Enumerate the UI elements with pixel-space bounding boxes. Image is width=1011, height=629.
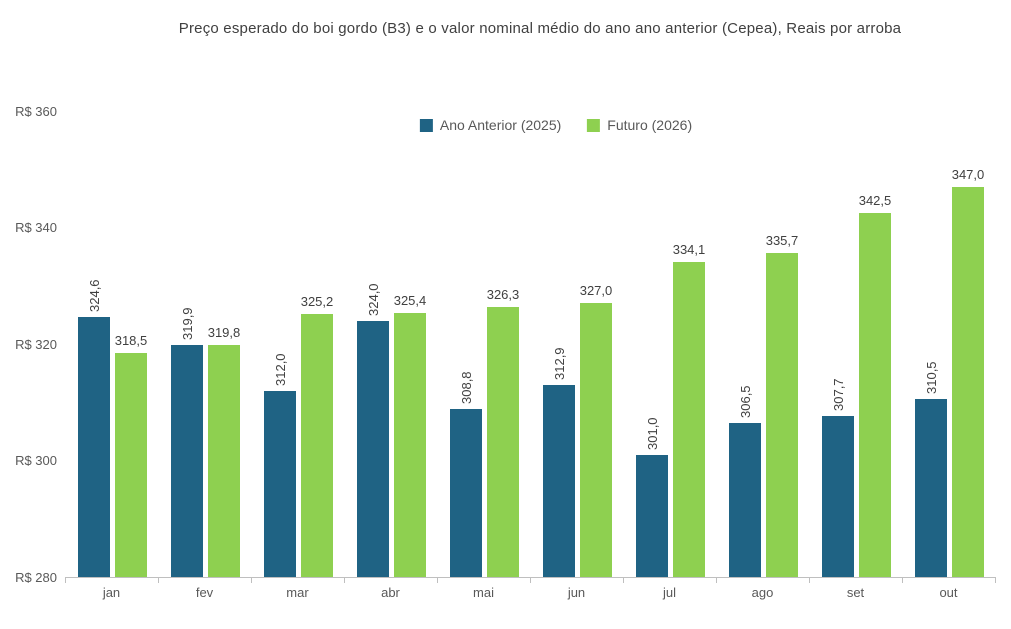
axis-tick [437, 577, 438, 583]
bar-ano-anterior-abr [357, 320, 389, 577]
bar-value-label: 308,8 [458, 371, 474, 405]
axis-tick [251, 577, 252, 583]
x-axis: jan fev mar abr mai jun jul ago set out [65, 585, 995, 600]
y-axis-tick-label: R$ 340 [15, 220, 57, 235]
y-axis-tick-label: R$ 280 [15, 569, 57, 585]
axis-tick [530, 577, 531, 583]
bar-futuro-mar [301, 313, 333, 577]
bar-value-label: 347,0 [951, 166, 985, 182]
bar-ano-anterior-ago [729, 422, 761, 577]
axis-tick [995, 577, 996, 583]
axis-tick [716, 577, 717, 583]
bar-value-label: 326,3 [486, 287, 520, 303]
x-axis-label-out: out [939, 585, 958, 600]
bar-futuro-fev [208, 345, 240, 577]
axis-tick [344, 577, 345, 583]
axis-tick [158, 577, 159, 583]
y-axis-tick-label: R$ 320 [15, 336, 57, 352]
y-axis: R$ 360 R$ 340 R$ 320 R$ 300 R$ 280 [0, 0, 60, 629]
chart-title: Preço esperado do boi gordo (B3) e o val… [178, 20, 902, 37]
bar-value-label: 301,0 [644, 417, 660, 450]
bar-group-mar: 312,0 325,2 [251, 111, 344, 577]
bar-value-label: 310,5 [923, 361, 939, 395]
bar-group-fev: 319,9 319,8 [158, 111, 251, 577]
bar-value-label: 312,9 [551, 347, 567, 381]
bar-ano-anterior-jul [636, 454, 668, 577]
legend-item-futuro: Futuro (2026) [587, 117, 692, 133]
bar-value-label: 307,7 [830, 378, 846, 411]
bar-group-ago: 306,5 335,7 [716, 111, 809, 577]
x-axis-label-abr: abr [381, 585, 400, 600]
bar-futuro-ago [766, 252, 798, 577]
x-axis-label-mar: mar [286, 585, 309, 600]
bar-futuro-jan [115, 352, 147, 577]
legend-swatch-ano-anterior [419, 118, 433, 132]
y-axis-tick-label: R$ 360 [15, 103, 57, 119]
x-axis-label-mai: mai [473, 585, 494, 600]
x-axis-label-ago: ago [751, 585, 774, 600]
bar-group-jun: 312,9 327,0 [530, 111, 623, 577]
x-axis-label-jul: jul [662, 585, 676, 600]
bar-value-label: 319,8 [207, 325, 241, 341]
bar-ano-anterior-jan [78, 317, 110, 577]
x-axis-label-fev: fev [195, 585, 214, 600]
axis-tick [809, 577, 810, 583]
bar-futuro-jun [580, 303, 612, 577]
legend-label-ano-anterior: Ano Anterior (2025) [439, 117, 562, 133]
bar-value-label: 312,0 [272, 353, 288, 386]
y-axis-tick-label: R$ 300 [15, 453, 57, 468]
bar-futuro-out [952, 186, 984, 577]
bar-futuro-mai [487, 307, 519, 577]
axis-tick [65, 577, 66, 583]
bar-futuro-set [859, 212, 891, 577]
x-axis-label-jun: jun [567, 585, 586, 600]
bar-value-label: 306,5 [737, 385, 753, 418]
bar-group-out: 310,5 347,0 [902, 111, 995, 577]
legend: Ano Anterior (2025) Futuro (2026) [419, 117, 692, 133]
bar-value-label: 327,0 [579, 283, 613, 299]
plot-area: 324,6 318,5 319,9 319,8 312,0 325,2 324,0 325,4… [65, 111, 995, 577]
legend-item-ano-anterior: Ano Anterior (2025) [419, 117, 562, 133]
x-axis-label-set: set [846, 585, 865, 600]
bar-group-jul: 301,0 334,1 [623, 111, 716, 577]
x-axis-label-jan: jan [102, 585, 121, 600]
bar-value-label: 325,4 [393, 292, 427, 308]
bar-value-label: 335,7 [765, 232, 799, 248]
bar-group-jan: 324,6 318,5 [65, 111, 158, 577]
bar-ano-anterior-fev [171, 344, 203, 577]
bar-ano-anterior-mai [450, 409, 482, 577]
bar-group-mai: 308,8 326,3 [437, 111, 530, 577]
bar-value-label: 325,2 [300, 293, 334, 309]
axis-tick [902, 577, 903, 583]
bar-value-label: 342,5 [858, 192, 892, 208]
legend-label-futuro: Futuro (2026) [607, 117, 693, 133]
bar-group-set: 307,7 342,5 [809, 111, 902, 577]
bar-group-abr: 324,0 325,4 [344, 111, 437, 577]
axis-tick [623, 577, 624, 583]
bar-futuro-abr [394, 312, 426, 577]
bar-ano-anterior-mar [264, 390, 296, 577]
legend-swatch-futuro [587, 118, 601, 132]
bar-ano-anterior-set [822, 415, 854, 577]
bar-value-label: 324,6 [86, 279, 102, 313]
bar-ano-anterior-out [915, 399, 947, 577]
bar-futuro-jul [673, 261, 705, 577]
bar-value-label: 334,1 [672, 241, 706, 257]
bar-value-label: 318,5 [114, 332, 148, 348]
bar-ano-anterior-jun [543, 385, 575, 577]
